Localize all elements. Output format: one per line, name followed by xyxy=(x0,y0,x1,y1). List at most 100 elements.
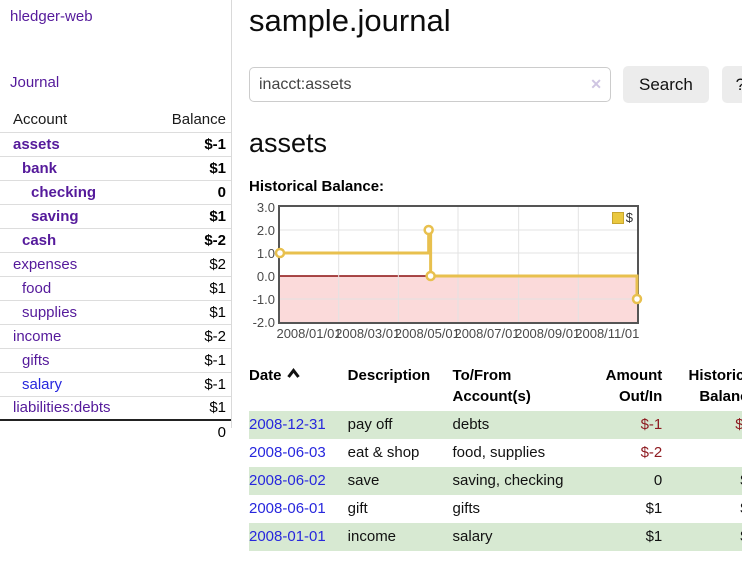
account-link[interactable]: bank xyxy=(22,159,58,177)
transaction-accounts: saving, checking xyxy=(452,472,564,489)
y-axis-tick-label: 3.0 xyxy=(256,200,275,215)
register-header-balance: Historical Balance xyxy=(688,367,742,405)
x-axis-tick-label: 2008/03/01 xyxy=(335,326,401,341)
account-link[interactable]: food xyxy=(22,279,52,297)
transaction-amount: $1 xyxy=(645,500,663,517)
app-window: hledger-web Journal Account Balance asse… xyxy=(0,0,742,551)
x-axis-tick-label: 2008/05/01 xyxy=(394,326,460,341)
register-header-accounts: To/From Account(s) xyxy=(452,367,531,405)
register-row: 2008-12-31 pay off debts $-1 $-1 xyxy=(249,411,742,439)
account-balance: $1 xyxy=(139,395,232,420)
transaction-date-link[interactable]: 2008-12-31 xyxy=(249,416,326,433)
account-row: liabilities:debts $1 xyxy=(0,395,232,420)
account-balance: $-2 xyxy=(139,323,232,348)
transaction-balance: $1 xyxy=(664,523,742,551)
transaction-description: pay off xyxy=(347,416,393,433)
transaction-balance: $2 xyxy=(664,467,742,495)
search-input[interactable] xyxy=(249,67,611,102)
account-row: expenses $2 xyxy=(0,251,232,276)
account-row: cash $-2 xyxy=(0,227,232,252)
legend-label: $ xyxy=(625,210,633,225)
y-axis-tick-label: -1.0 xyxy=(252,292,275,307)
account-link[interactable]: gifts xyxy=(22,351,50,369)
chart-canvas xyxy=(274,207,643,322)
accounts-total-row: 0 xyxy=(0,419,232,444)
legend-swatch-icon xyxy=(611,211,624,224)
account-title: assets xyxy=(249,128,328,158)
transaction-description: gift xyxy=(347,500,368,517)
register-row: 2008-06-03 eat & shop food, supplies $-20 xyxy=(249,439,742,467)
accounts-table-body: assets $-1 bank $1 checking 0 saving $1 cash $-2 e… xyxy=(0,131,232,444)
sort-up-icon xyxy=(286,368,300,378)
account-row: checking 0 xyxy=(0,179,232,204)
accounts-table: Account Balance assets $-1 bank $1 checking 0… xyxy=(0,107,232,444)
sidebar-item-journal[interactable]: Journal xyxy=(10,74,60,91)
transaction-description: income xyxy=(347,528,397,545)
account-link[interactable]: checking xyxy=(31,183,97,201)
account-balance: $1 xyxy=(139,155,232,180)
search-box: ✕ xyxy=(249,67,611,102)
transaction-balance: $2 xyxy=(664,495,742,523)
accounts-header-account: Account xyxy=(13,110,68,128)
main-content: sample.journal ✕ Search ? assets Histori… xyxy=(232,0,742,551)
accounts-total-value: 0 xyxy=(139,419,232,444)
account-link[interactable]: liabilities:debts xyxy=(13,399,111,417)
sidebar-divider xyxy=(231,0,232,428)
register-row: 2008-01-01 income salary $1$1 xyxy=(249,523,742,551)
chart-plot-area: $ 3.0 2.0 1.0 0.0 -1.0 -2.0 xyxy=(253,201,643,330)
transaction-balance: 0 xyxy=(664,439,742,467)
account-link[interactable]: saving xyxy=(31,207,79,225)
register-row: 2008-06-02 save saving, checking 0$2 xyxy=(249,467,742,495)
account-row: supplies $1 xyxy=(0,299,232,324)
account-balance: $-1 xyxy=(139,347,232,372)
account-link[interactable]: expenses xyxy=(13,255,78,273)
accounts-header-row: Account Balance xyxy=(0,107,232,132)
transaction-amount: $-1 xyxy=(640,416,663,433)
transaction-date-link[interactable]: 2008-06-02 xyxy=(249,472,326,489)
clear-search-icon[interactable]: ✕ xyxy=(590,76,602,92)
register-row: 2008-06-01 gift gifts $1$2 xyxy=(249,495,742,523)
account-link[interactable]: supplies xyxy=(22,303,78,321)
transaction-description: eat & shop xyxy=(347,444,420,461)
account-balance: $-1 xyxy=(139,131,232,156)
register-table-body: 2008-12-31 pay off debts $-1 $-1 2008-06-03 ea… xyxy=(249,411,742,551)
account-link[interactable]: income xyxy=(13,327,62,345)
help-button[interactable]: ? xyxy=(721,66,742,103)
register-header-date-label: Date xyxy=(249,367,282,384)
account-row: income $-2 xyxy=(0,323,232,348)
account-link[interactable]: assets xyxy=(13,135,60,153)
account-balance: $2 xyxy=(139,251,232,276)
transaction-amount: $-2 xyxy=(640,444,663,461)
y-axis-tick-label: -2.0 xyxy=(252,315,275,330)
account-link[interactable]: salary xyxy=(22,375,63,393)
account-balance: $-2 xyxy=(139,227,232,252)
x-axis-tick-label: 2008/01/01 xyxy=(276,326,342,341)
account-balance: $1 xyxy=(139,203,232,228)
chart-x-axis-labels: 2008/01/01 2008/03/01 2008/05/01 2008/07/01… xyxy=(276,326,742,343)
register-header-description: Description xyxy=(347,367,431,384)
account-row: saving $1 xyxy=(0,203,232,228)
transaction-date-link[interactable]: 2008-06-01 xyxy=(249,500,326,517)
account-link[interactable]: cash xyxy=(22,231,57,249)
transaction-accounts: gifts xyxy=(452,500,481,517)
search-row: ✕ Search ? xyxy=(249,66,742,103)
account-balance: $1 xyxy=(139,275,232,300)
register-header-date[interactable]: Date xyxy=(249,363,348,411)
transaction-date-link[interactable]: 2008-01-01 xyxy=(249,528,326,545)
transaction-date-link[interactable]: 2008-06-03 xyxy=(249,444,326,461)
y-axis-tick-label: 1.0 xyxy=(256,246,275,261)
x-axis-tick-label: 2008/07/01 xyxy=(454,326,520,341)
transaction-amount: 0 xyxy=(653,472,663,489)
transaction-accounts: food, supplies xyxy=(452,444,546,461)
transaction-amount: $1 xyxy=(645,528,663,545)
historical-balance-chart: $ 3.0 2.0 1.0 0.0 -1.0 -2.0 2008/01/01 2008/03… xyxy=(249,201,742,343)
search-button[interactable]: Search xyxy=(623,66,709,103)
x-axis-tick-label: 2008/11/01 xyxy=(575,326,640,341)
register-header-amount: Amount Out/In xyxy=(605,367,663,405)
register-header-row: Date Description To/From Account(s) Amou… xyxy=(249,363,742,411)
transaction-description: save xyxy=(347,472,380,489)
page-title: sample.journal xyxy=(249,3,451,38)
chart-legend: $ xyxy=(611,210,633,225)
account-balance: $-1 xyxy=(139,371,232,396)
brand-link[interactable]: hledger-web xyxy=(10,8,93,25)
